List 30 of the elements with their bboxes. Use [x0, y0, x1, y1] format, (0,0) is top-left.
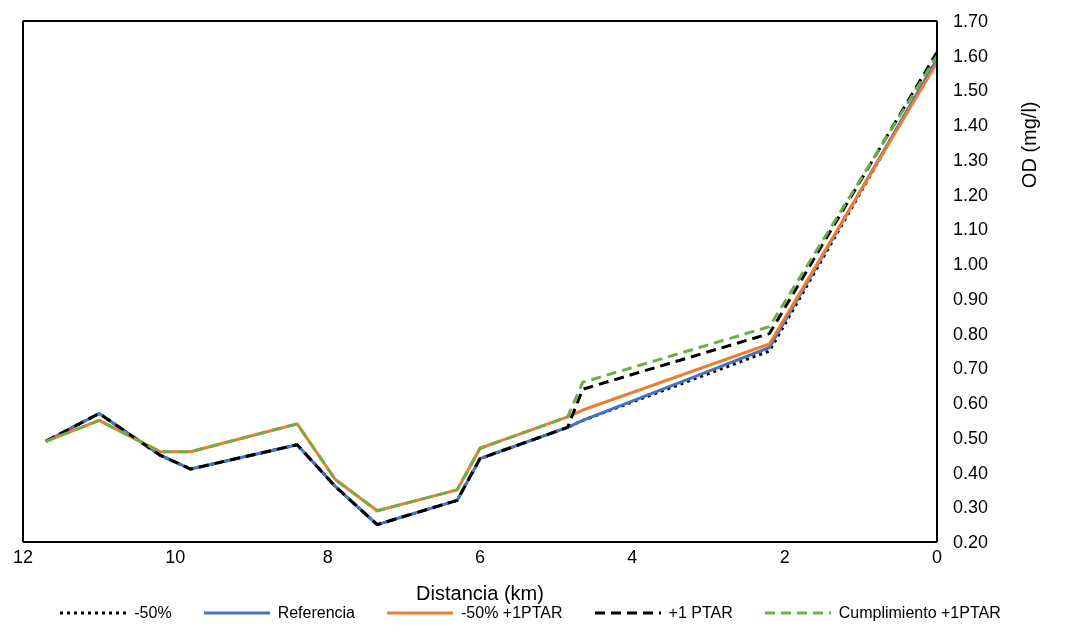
- y-tick-label: 1.60: [953, 45, 989, 66]
- x-tick-label: 0: [931, 546, 943, 567]
- legend-label: Cumplimiento +1PTAR: [838, 604, 1001, 622]
- y-tick-label: 0.60: [953, 393, 989, 414]
- legend-label: -50% +1PTAR: [461, 604, 563, 622]
- y-tick-label: 0.90: [953, 288, 989, 309]
- y-tick-label: 1.10: [953, 219, 989, 240]
- x-tick-label: 10: [165, 546, 186, 567]
- y-tick-label: 0.50: [953, 427, 989, 448]
- y-tick-label: 0.80: [953, 323, 989, 344]
- y-tick-label: 1.40: [953, 115, 989, 136]
- y-tick-label: 1.00: [953, 254, 989, 275]
- legend-label: -50%: [134, 604, 172, 622]
- y-tick-label: 1.70: [953, 11, 989, 31]
- y-tick-label: 1.30: [953, 149, 989, 170]
- x-tick-label: 6: [474, 546, 486, 567]
- x-tick-label: 8: [322, 546, 333, 567]
- y-tick-label: 1.50: [953, 80, 989, 101]
- y-tick-label: 1.20: [953, 184, 989, 205]
- y-tick-label: 0.30: [953, 497, 989, 518]
- legend-label: Referencia: [277, 604, 356, 622]
- y-tick-label: 0.20: [953, 532, 989, 552]
- x-axis-title: Distancia (km): [416, 582, 544, 604]
- x-tick-label: 12: [12, 546, 34, 567]
- y-tick-label: 0.40: [953, 462, 989, 483]
- y-tick-label: 0.70: [953, 358, 989, 379]
- x-tick-label: 4: [627, 546, 638, 567]
- legend-label: +1 PTAR: [668, 604, 733, 622]
- x-tick-label: 2: [779, 546, 790, 567]
- y-axis-title: OD (mg/l): [1018, 101, 1041, 189]
